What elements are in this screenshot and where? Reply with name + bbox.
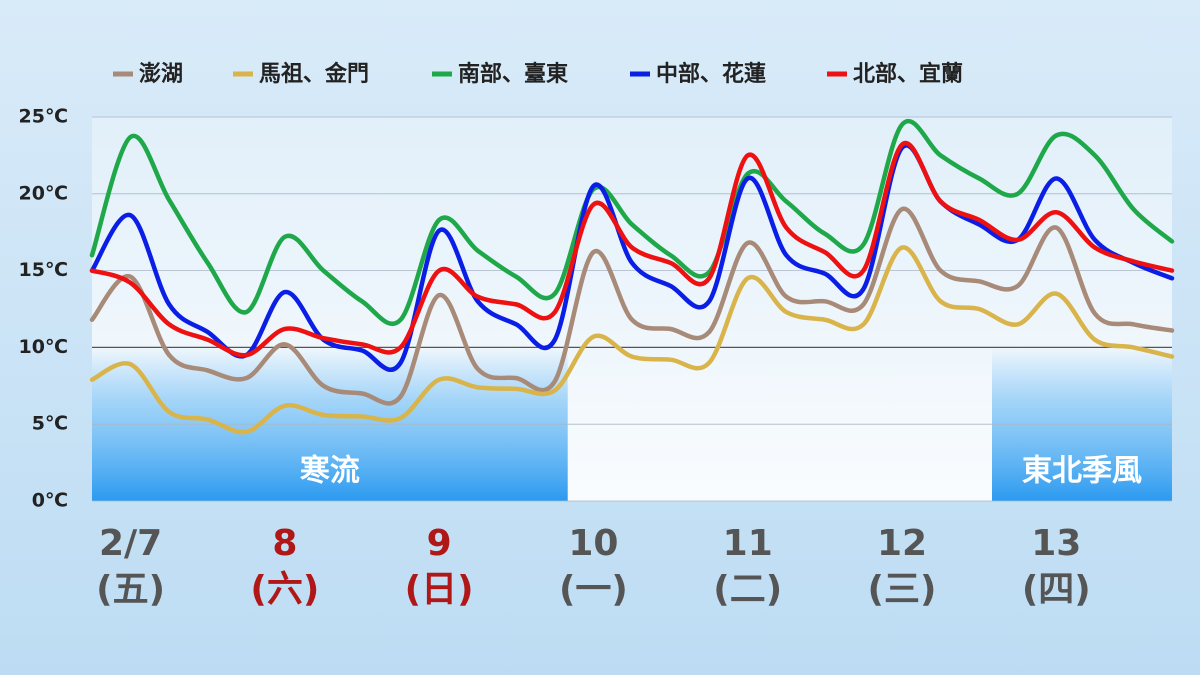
- x-tick-label: 2/7: [99, 523, 162, 564]
- x-tick-sublabel: (二): [713, 569, 782, 610]
- x-tick-label: 10: [568, 523, 618, 564]
- annotation-label: 寒流: [300, 454, 360, 489]
- x-tick-sublabel: (一): [559, 569, 628, 610]
- annotation-label: 東北季風: [1022, 454, 1142, 489]
- x-tick-sublabel: (三): [868, 569, 937, 610]
- y-tick-label: 5℃: [32, 413, 68, 435]
- x-tick-label: 12: [877, 523, 927, 564]
- y-tick-label: 20℃: [19, 182, 68, 204]
- legend-label: 馬祖、金門: [259, 61, 369, 87]
- y-tick-label: 25℃: [19, 106, 68, 128]
- legend-label: 中部、花蓮: [656, 61, 766, 87]
- x-tick-label: 11: [723, 523, 773, 564]
- series-line: [89, 140, 1175, 358]
- x-tick-sublabel: (五): [96, 569, 165, 610]
- legend-label: 北部、宜蘭: [853, 61, 963, 87]
- legend-label: 澎湖: [139, 62, 183, 87]
- series-line: [89, 143, 1175, 372]
- x-tick-label: 8: [272, 523, 297, 564]
- x-tick-sublabel: (六): [250, 569, 319, 610]
- x-tick-label: 13: [1031, 523, 1081, 564]
- x-tick-sublabel: (四): [1022, 569, 1091, 610]
- y-tick-label: 0℃: [32, 490, 68, 512]
- series-line: [89, 245, 1175, 435]
- x-tick-sublabel: (日): [405, 569, 474, 610]
- series-line: [89, 119, 1175, 326]
- x-tick-label: 9: [427, 523, 452, 564]
- legend-label: 南部、臺東: [458, 61, 568, 87]
- series-line: [89, 206, 1175, 406]
- y-tick-label: 10℃: [19, 336, 68, 358]
- y-tick-label: 15℃: [19, 259, 68, 281]
